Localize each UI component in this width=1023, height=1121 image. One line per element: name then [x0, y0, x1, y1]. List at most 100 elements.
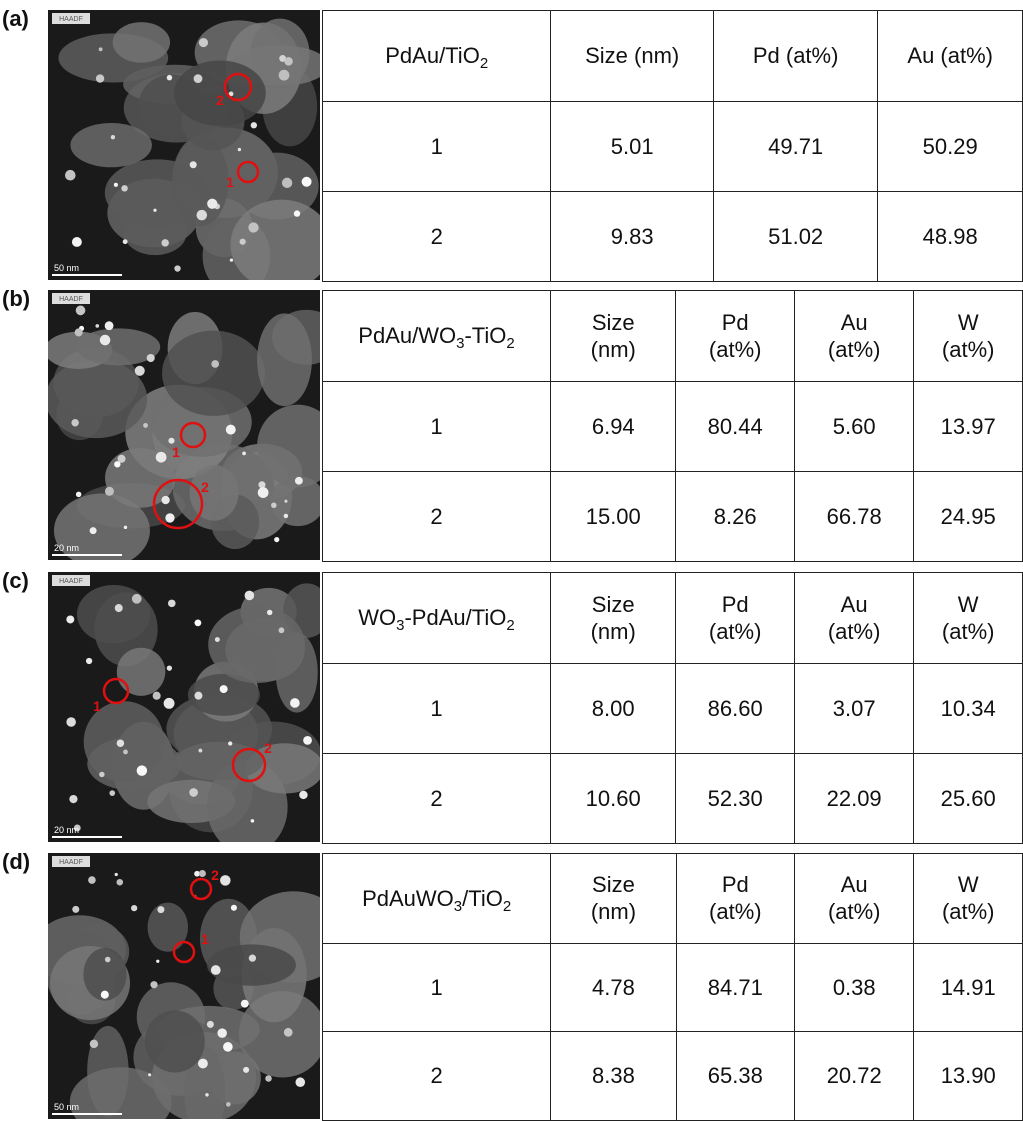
header-text: W (at%)	[942, 871, 995, 926]
nanoparticle	[271, 502, 277, 508]
scale-bar-label: 20 nm	[54, 543, 79, 553]
header-text: PdAu/WO3-TiO2	[358, 323, 514, 348]
nanoparticle	[99, 47, 103, 51]
nanoparticle	[243, 1067, 249, 1073]
data-cell: 1	[323, 664, 551, 754]
scale-bar-label: 50 nm	[54, 1102, 79, 1112]
data-row: 215.008.2666.7824.95	[323, 472, 1023, 562]
data-cell: 13.90	[914, 1032, 1023, 1121]
data-cell: 20.72	[795, 1032, 914, 1121]
header-cell: Au (at%)	[795, 854, 914, 944]
data-row: 210.6052.3022.0925.60	[323, 754, 1023, 844]
nanoparticle	[65, 170, 76, 181]
data-cell: 5.01	[551, 102, 713, 192]
particle-cluster	[148, 903, 188, 952]
data-cell: 66.78	[794, 472, 913, 562]
nanoparticle	[217, 1028, 227, 1038]
nanoparticle	[299, 791, 307, 799]
data-cell: 0.38	[795, 943, 914, 1032]
detector-label: HAADF	[59, 16, 83, 23]
header-text: Pd (at%)	[709, 871, 762, 926]
header-cell: Size (nm)	[551, 11, 713, 102]
header-part: -TiO	[464, 323, 506, 348]
nanoparticle	[111, 135, 115, 139]
nanoparticle	[302, 177, 312, 187]
nanoparticle	[153, 692, 161, 700]
nanoparticle	[95, 324, 99, 328]
data-cell: 2	[323, 192, 551, 282]
header-part: /TiO	[462, 886, 503, 911]
header-cell: W (at%)	[914, 291, 1023, 382]
header-part: Size (nm)	[591, 592, 636, 645]
nanoparticle	[72, 906, 79, 913]
nanoparticle	[230, 259, 233, 262]
nanoparticle	[96, 74, 104, 82]
marker-label: 2	[201, 479, 209, 495]
data-cell: 22.09	[794, 754, 913, 844]
nanoparticle	[279, 627, 285, 633]
subscript: 2	[506, 335, 514, 352]
marker-label: 1	[201, 931, 209, 947]
nanoparticle	[226, 1102, 231, 1107]
nanoparticle	[231, 905, 237, 911]
nanoparticle	[279, 70, 290, 81]
nanoparticle	[105, 321, 114, 330]
header-part: Pd (at%)	[753, 43, 839, 68]
nanoparticle	[215, 637, 220, 642]
nanoparticle	[115, 604, 123, 612]
nanoparticle	[251, 122, 257, 128]
header-part: PdAu/WO	[358, 323, 456, 348]
header-cell: Pd (at%)	[713, 11, 878, 102]
nanoparticle	[99, 772, 104, 777]
nanoparticle	[167, 75, 172, 80]
data-cell: 1	[323, 943, 551, 1032]
header-text: WO3-PdAu/TiO2	[358, 605, 514, 630]
nanoparticle	[241, 1000, 249, 1008]
data-cell: 1	[323, 102, 551, 192]
nanoparticle	[90, 527, 97, 534]
nanoparticle	[220, 875, 231, 886]
panel-label: (b)	[2, 286, 30, 312]
nanoparticle	[245, 591, 255, 601]
header-part: Au (at%)	[907, 43, 993, 68]
micrograph: HAADF20 nm12	[48, 290, 320, 560]
nanoparticle	[143, 423, 148, 428]
header-text: Size (nm)	[585, 43, 679, 68]
header-cell: Pd (at%)	[676, 291, 794, 382]
nanoparticle	[131, 905, 137, 911]
data-cell: 80.44	[676, 382, 794, 472]
data-row: 14.7884.710.3814.91	[323, 943, 1023, 1032]
header-part: Size (nm)	[591, 872, 636, 925]
nanoparticle	[303, 736, 312, 745]
data-cell: 52.30	[676, 754, 794, 844]
data-cell: 10.60	[550, 754, 675, 844]
marker-label: 1	[226, 174, 234, 190]
detector-label: HAADF	[59, 859, 83, 866]
nanoparticle	[207, 199, 217, 209]
header-part: W (at%)	[942, 310, 995, 363]
header-cell: WO3-PdAu/TiO2	[323, 573, 551, 664]
nanoparticle	[284, 1028, 293, 1037]
nanoparticle	[238, 148, 241, 151]
nanoparticle	[165, 513, 174, 522]
nanoparticle	[258, 481, 265, 488]
nanoparticle	[116, 879, 123, 886]
header-cell: PdAu/TiO2	[323, 11, 551, 102]
nanoparticle	[194, 692, 202, 700]
particle-cluster	[117, 648, 166, 696]
detector-label: HAADF	[59, 578, 83, 585]
data-cell: 86.60	[676, 664, 794, 754]
panel: (b)HAADF20 nm12PdAu/WO3-TiO2Size (nm)Pd …	[0, 290, 1023, 560]
header-part: PdAu/TiO	[385, 43, 480, 68]
particle-cluster	[77, 585, 150, 644]
data-cell: 24.95	[914, 472, 1023, 562]
nanoparticle	[267, 610, 272, 615]
nanoparticle	[135, 366, 145, 376]
header-part: Size (nm)	[591, 310, 636, 363]
micrograph: HAADF20 nm12	[48, 572, 320, 842]
